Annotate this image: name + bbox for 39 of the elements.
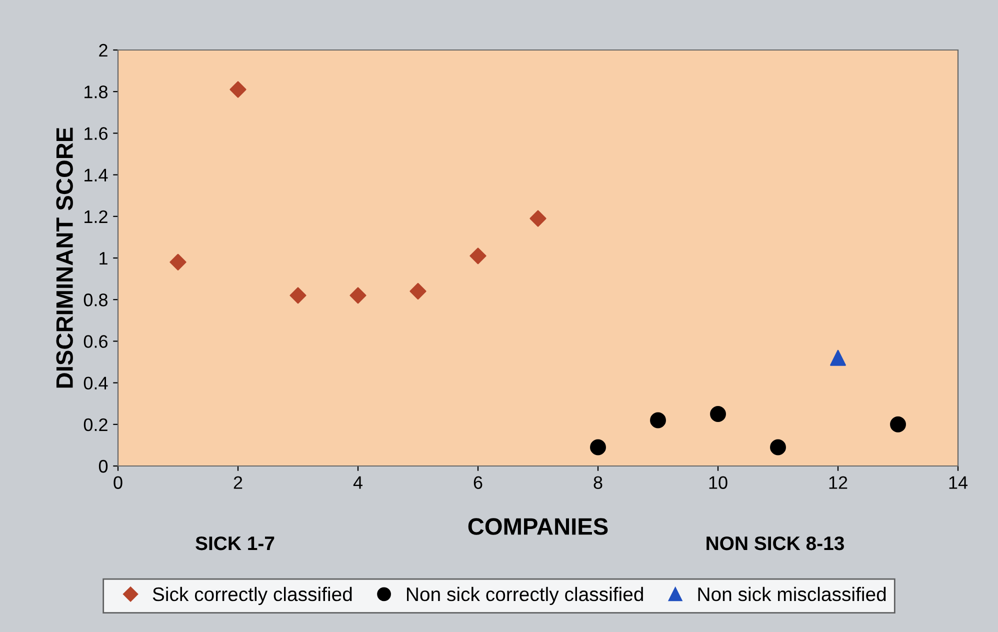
x-tick-label: 2	[234, 476, 242, 489]
y-tick-label: 0.2	[84, 418, 108, 432]
legend-label: Non sick misclassified	[698, 586, 886, 602]
point	[710, 406, 726, 422]
point	[290, 287, 306, 304]
point	[530, 210, 546, 227]
y-tick-label: 1.8	[84, 86, 108, 98]
y-tick-label: 1	[100, 252, 108, 265]
y-tick-label: 1.4	[84, 168, 108, 182]
legend-label: Sick correctly classified	[152, 586, 352, 606]
x-tick-label: 6	[474, 476, 482, 489]
y-tick-label: 0.6	[84, 335, 108, 348]
legend-label: Non sick correctly classified	[407, 586, 643, 606]
point	[830, 350, 846, 366]
x-tick-label: 8	[594, 476, 602, 489]
x-tick-label: 10	[709, 476, 728, 489]
point	[350, 287, 366, 304]
y-axis-title: DISCRIMINANT SCORE	[56, 128, 73, 388]
x-axis-title: COMPANIES	[468, 518, 608, 535]
point	[170, 254, 186, 270]
point	[650, 412, 666, 428]
x-tick-label: 0	[114, 476, 122, 489]
y-tick-label: 0	[98, 460, 108, 473]
y-tick-label: 1.2	[84, 210, 108, 223]
text: NON SICK 8-13	[706, 536, 844, 550]
point	[890, 416, 906, 432]
point	[770, 439, 786, 456]
x-tick-label: 14	[949, 476, 968, 489]
text: SICK 1-7	[196, 536, 274, 550]
point	[470, 248, 486, 264]
y-tick-label: 0.4	[84, 376, 108, 390]
point	[590, 439, 606, 456]
y-tick-label: 2	[99, 44, 108, 57]
x-tick-label: 12	[829, 476, 848, 489]
y-tick-label: 0.8	[84, 294, 108, 306]
x-tick-label: 4	[353, 476, 362, 489]
point	[410, 282, 426, 300]
point	[230, 81, 246, 98]
y-tick-label: 1.6	[84, 127, 108, 140]
